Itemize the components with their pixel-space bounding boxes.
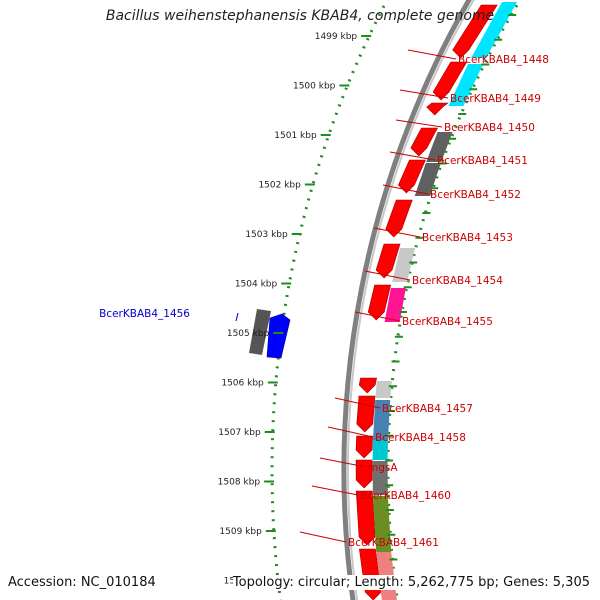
gene-arrow xyxy=(452,4,498,59)
gene-arrow xyxy=(355,435,373,459)
gene-label: BcerKBAB4_1453 xyxy=(422,232,513,244)
gene-arrow xyxy=(356,395,376,433)
cog-box xyxy=(375,381,392,398)
leader-line xyxy=(399,89,449,99)
gene-label: BcerKBAB4_1455 xyxy=(402,316,493,328)
gene-label: BcerKBAB4_1454 xyxy=(412,275,503,287)
leader-line xyxy=(334,397,381,409)
gene-label: BcerKBAB4_1451 xyxy=(437,155,528,167)
leader-line xyxy=(354,311,401,322)
gene-arrow xyxy=(375,243,401,279)
gene-label: BcerKBAB4_1448 xyxy=(458,54,549,66)
cog-boxes xyxy=(372,2,518,600)
ruler-tick-label: 1504 kbp xyxy=(235,280,278,290)
gene-label: BcerKBAB4_1458 xyxy=(375,432,466,444)
leader-line xyxy=(235,312,239,322)
gene-arrow xyxy=(398,159,426,194)
gene-label: BcerKBAB4_1452 xyxy=(430,189,521,201)
ruler-tick-label: 1503 kbp xyxy=(245,230,288,240)
leader-line xyxy=(407,49,457,60)
gene-arrow xyxy=(355,490,376,546)
leader-line xyxy=(299,531,347,543)
ruler-tick-label: 1500 kbp xyxy=(293,82,336,92)
leader-line xyxy=(395,119,443,128)
gene-label: mgsA xyxy=(368,462,398,474)
ruler-tick-label: 1505 kbp xyxy=(227,329,270,339)
gene-features xyxy=(249,4,498,600)
leader-line xyxy=(311,485,359,496)
cog-box xyxy=(384,288,406,322)
leader-line xyxy=(327,426,374,438)
gene-label: BcerKBAB4_1461 xyxy=(348,537,439,549)
genome-ring xyxy=(270,0,522,600)
map-title: Bacillus weihenstephanensis KBAB4, compl… xyxy=(105,8,495,24)
leader-line xyxy=(319,457,367,468)
gene-label: BcerKBAB4_1457 xyxy=(382,403,473,415)
gene-label: BcerKBAB4_1460 xyxy=(360,490,451,502)
genome-summary-text: Topology: circular; Length: 5,262,775 bp… xyxy=(232,575,590,590)
gene-arrow xyxy=(367,284,392,321)
cog-box xyxy=(372,400,391,440)
cog-box xyxy=(426,132,453,162)
backbone-line xyxy=(341,0,472,600)
leader-line xyxy=(389,151,436,161)
ruler-tick-label: 1506 kbp xyxy=(221,379,264,389)
cog-box xyxy=(471,2,518,58)
ruler-tick-label: 1507 kbp xyxy=(218,428,261,438)
ruler-tick-label: 1501 kbp xyxy=(274,131,317,141)
gene-label: BcerKBAB4_1450 xyxy=(444,122,535,134)
gene-arrow xyxy=(432,61,468,101)
leader-line xyxy=(364,270,411,281)
outer-dotted-circle xyxy=(386,0,522,600)
gene-arrow-reverse xyxy=(266,313,291,359)
gene-arrow xyxy=(410,127,438,157)
accession-text: Accession: NC_010184 xyxy=(8,575,156,590)
cog-box xyxy=(392,248,415,282)
gene-label: BcerKBAB4_1449 xyxy=(450,93,541,105)
cog-box xyxy=(372,440,388,460)
cog-box xyxy=(414,163,441,196)
ruler-tick-label: 1509 kbp xyxy=(219,527,262,537)
leader-line xyxy=(382,184,429,195)
cog-box xyxy=(448,64,484,106)
scale-circle xyxy=(270,0,389,600)
cog-box-reverse xyxy=(249,309,271,355)
ruler-tick-label: 1502 kbp xyxy=(258,181,301,191)
label-leaders xyxy=(235,49,457,543)
leader-line xyxy=(373,227,421,238)
gene-arrow xyxy=(355,459,373,489)
ruler-tick-label: 1499 kbp xyxy=(315,32,358,42)
backbone-shadow xyxy=(347,0,475,600)
cog-box xyxy=(372,461,388,495)
gene-labels: BcerKBAB4_1448 BcerKBAB4_1449 BcerKBAB4_14… xyxy=(99,54,549,549)
ruler-tick-label: 1508 kbp xyxy=(218,478,261,488)
gene-label: BcerKBAB4_1456 xyxy=(99,308,190,320)
gene-arrow xyxy=(426,102,449,116)
gene-arrow xyxy=(358,377,377,394)
